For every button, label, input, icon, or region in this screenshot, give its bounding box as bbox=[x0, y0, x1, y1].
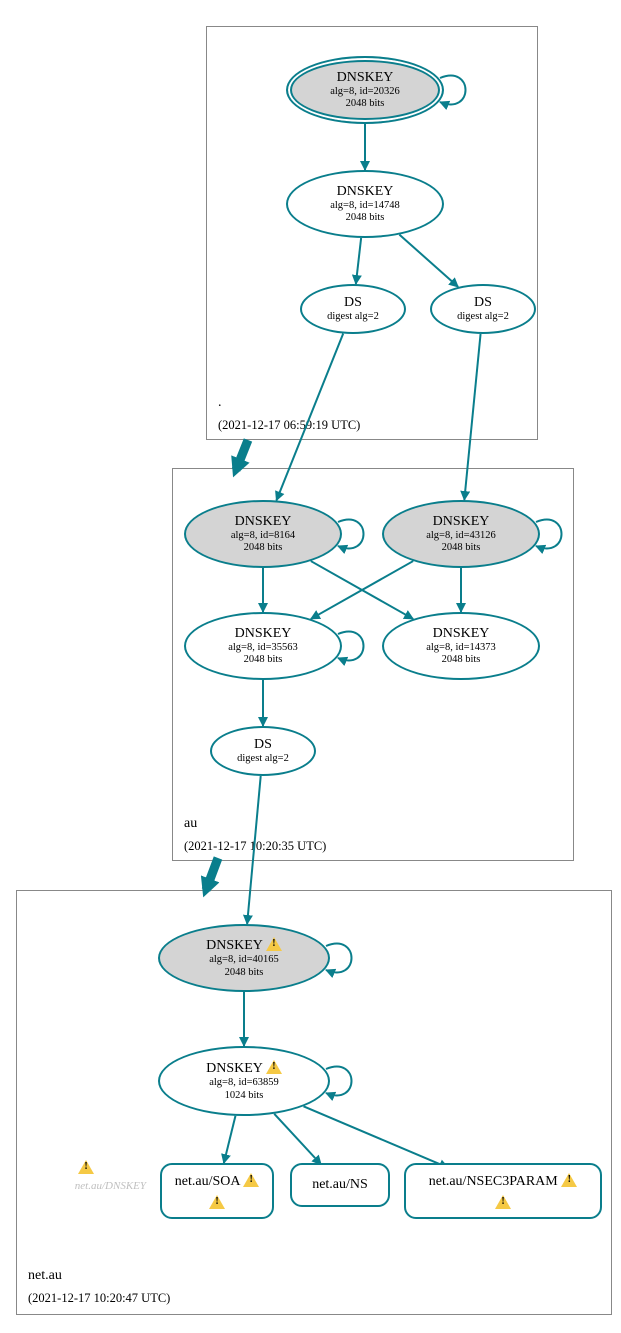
edge bbox=[247, 776, 261, 924]
node-sub2: 2048 bits bbox=[346, 98, 385, 110]
warning-icon bbox=[266, 937, 282, 951]
edge bbox=[464, 334, 480, 500]
edge bbox=[276, 334, 343, 501]
node-sub1: digest alg=2 bbox=[327, 311, 379, 323]
node-sub1: digest alg=2 bbox=[457, 311, 509, 323]
node-title: DNSKEY bbox=[433, 514, 490, 530]
node-root_ds2: DSdigest alg=2 bbox=[430, 284, 536, 334]
warning-icon bbox=[209, 1195, 225, 1209]
node-sub1: alg=8, id=8164 bbox=[231, 530, 295, 542]
node-na_soa: net.au/SOA bbox=[160, 1163, 274, 1219]
node-title: DNSKEY bbox=[235, 514, 292, 530]
node-sub2: 2048 bits bbox=[442, 542, 481, 554]
node-title: DS bbox=[254, 737, 272, 753]
node-root_ksk: DNSKEYalg=8, id=203262048 bits bbox=[286, 56, 444, 124]
zone-transition-arrow bbox=[236, 440, 248, 470]
node-title: DNSKEY bbox=[433, 626, 490, 642]
node-sub1: alg=8, id=43126 bbox=[426, 530, 496, 542]
node-sub1: alg=8, id=14373 bbox=[426, 642, 496, 654]
node-title: DS bbox=[474, 295, 492, 311]
node-au_zsk1: DNSKEYalg=8, id=355632048 bits bbox=[184, 612, 342, 680]
node-au_ksk1: DNSKEYalg=8, id=81642048 bits bbox=[184, 500, 342, 568]
node-sub2: 2048 bits bbox=[244, 654, 283, 666]
warning-icon bbox=[243, 1173, 259, 1187]
edge bbox=[274, 1114, 321, 1165]
node-sub1: alg=8, id=14748 bbox=[330, 200, 400, 212]
node-root_zsk: DNSKEYalg=8, id=147482048 bits bbox=[286, 170, 444, 238]
node-title: net.au/SOA bbox=[175, 1173, 259, 1190]
node-title: DNSKEY bbox=[337, 184, 394, 200]
node-au_zsk2: DNSKEYalg=8, id=143732048 bits bbox=[382, 612, 540, 680]
node-sub1: digest alg=2 bbox=[237, 753, 289, 765]
node-na_nsec: net.au/NSEC3PARAM bbox=[404, 1163, 602, 1219]
warning-icon bbox=[495, 1195, 511, 1209]
warning-icon bbox=[266, 1060, 282, 1074]
warning-icon bbox=[78, 1160, 94, 1174]
node-na_ksk: DNSKEY alg=8, id=401652048 bits bbox=[158, 924, 330, 992]
node-title: DNSKEY bbox=[235, 626, 292, 642]
zone-transition-arrow bbox=[206, 858, 218, 890]
node-au_ds: DSdigest alg=2 bbox=[210, 726, 316, 776]
node-title: DNSKEY bbox=[337, 70, 394, 86]
node-sub1: alg=8, id=63859 bbox=[209, 1077, 279, 1089]
faded-dnskey-label: net.au/DNSKEY bbox=[36, 1180, 146, 1192]
node-sub1: alg=8, id=35563 bbox=[228, 642, 298, 654]
node-sub2: 2048 bits bbox=[244, 542, 283, 554]
node-sub2: 2048 bits bbox=[442, 654, 481, 666]
node-title: DNSKEY bbox=[206, 1060, 282, 1077]
edge bbox=[304, 1106, 449, 1167]
node-na_ns: net.au/NS bbox=[290, 1163, 390, 1207]
diagram-canvas: .(2021-12-17 06:59:19 UTC)au(2021-12-17 … bbox=[0, 0, 621, 1333]
node-sub2: 2048 bits bbox=[346, 212, 385, 224]
node-au_ksk2: DNSKEYalg=8, id=431262048 bits bbox=[382, 500, 540, 568]
edge bbox=[399, 235, 458, 287]
node-title: DNSKEY bbox=[206, 937, 282, 954]
node-na_zsk: DNSKEY alg=8, id=638591024 bits bbox=[158, 1046, 330, 1116]
node-title: DS bbox=[344, 295, 362, 311]
edge bbox=[356, 238, 361, 284]
node-sub1: alg=8, id=40165 bbox=[209, 954, 279, 966]
edge bbox=[224, 1116, 236, 1163]
node-title: net.au/NSEC3PARAM bbox=[429, 1173, 578, 1190]
node-sub1: alg=8, id=20326 bbox=[330, 86, 400, 98]
node-sub2: 2048 bits bbox=[225, 967, 264, 979]
warning-icon bbox=[561, 1173, 577, 1187]
node-title: net.au/NS bbox=[312, 1177, 368, 1193]
node-sub2: 1024 bits bbox=[225, 1090, 264, 1102]
node-root_ds1: DSdigest alg=2 bbox=[300, 284, 406, 334]
